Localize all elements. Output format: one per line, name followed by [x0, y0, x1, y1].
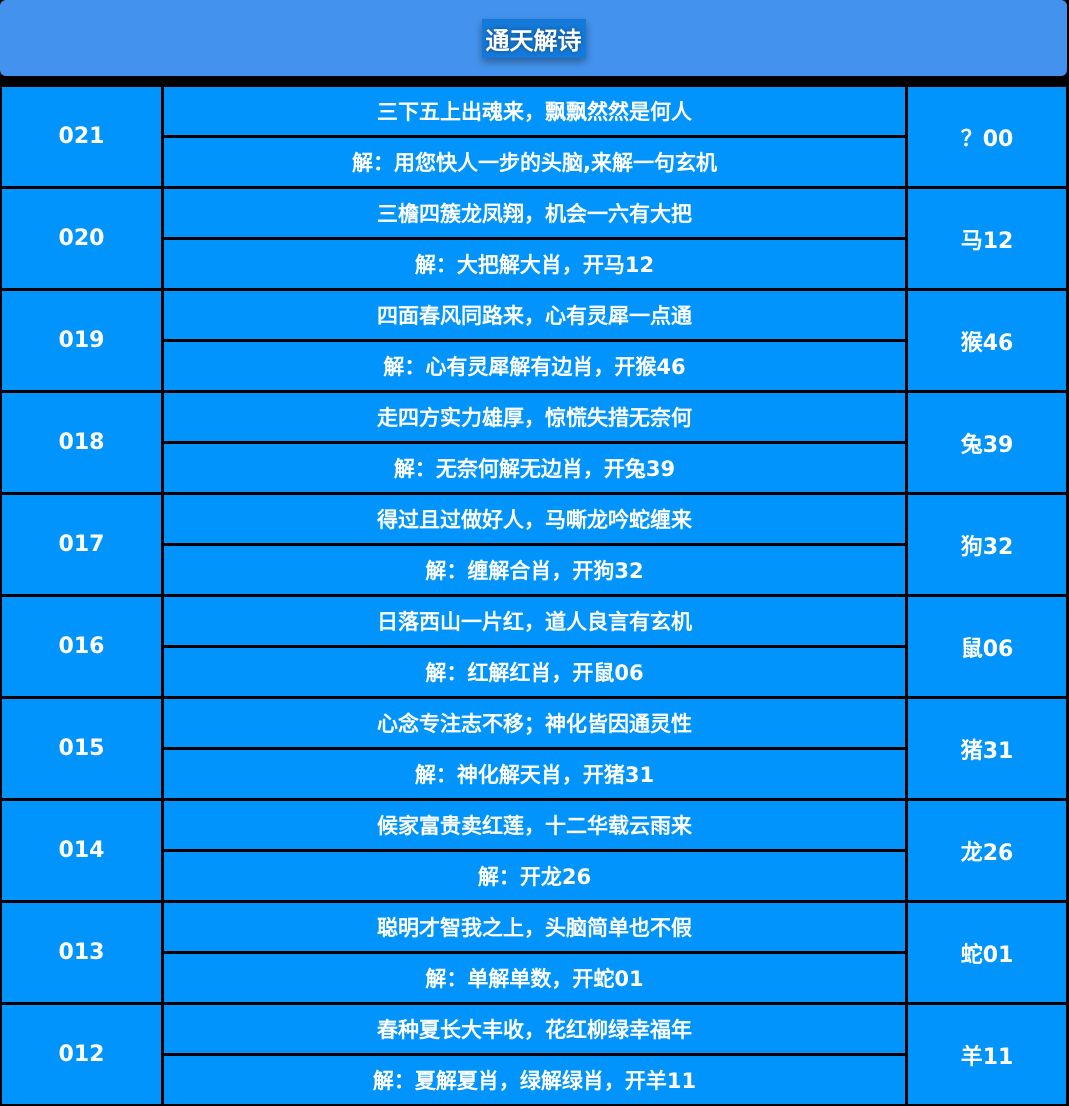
- table-row: 021 三下五上出魂来，飘飘然然是何人 解：用您快人一步的头脑,来解一句玄机 ？…: [0, 85, 1066, 187]
- poem-explanation: 解：单解单数，开蛇01: [164, 954, 905, 1002]
- poem-line: 三檐四簇龙凤翔，机会一六有大把: [164, 189, 905, 237]
- result-value: 鼠06: [908, 597, 1066, 696]
- result-value: 狗32: [908, 495, 1066, 594]
- result-value: 羊11: [908, 1005, 1066, 1104]
- page-header: 通天解诗: [0, 0, 1067, 76]
- issue-number: 018: [2, 393, 161, 492]
- poem-explanation: 解：开龙26: [164, 852, 905, 900]
- issue-number: 019: [2, 291, 161, 390]
- issue-number: 021: [2, 87, 161, 186]
- poem-explanation: 解：夏解夏肖，绿解绿肖，开羊11: [164, 1056, 905, 1104]
- table-row: 017 得过且过做好人，马嘶龙吟蛇缠来 解：缠解合肖，开狗32 狗32: [0, 493, 1066, 595]
- issue-number: 017: [2, 495, 161, 594]
- issue-number: 012: [2, 1005, 161, 1104]
- table-row: 019 四面春风同路来，心有灵犀一点通 解：心有灵犀解有边肖，开猴46 猴46: [0, 289, 1066, 391]
- poem-line: 得过且过做好人，马嘶龙吟蛇缠来: [164, 495, 905, 543]
- table-row: 015 心念专注志不移；神化皆因通灵性 解：神化解天肖，开猪31 猪31: [0, 697, 1066, 799]
- issue-number: 014: [2, 801, 161, 900]
- poem-explanation: 解：无奈何解无边肖，开兔39: [164, 444, 905, 492]
- table-row: 012 春种夏长大丰收，花红柳绿幸福年 解：夏解夏肖，绿解绿肖，开羊11 羊11: [0, 1003, 1066, 1105]
- result-value: ？00: [908, 87, 1066, 186]
- result-value: 兔39: [908, 393, 1066, 492]
- poem-line: 心念专注志不移；神化皆因通灵性: [164, 699, 905, 747]
- poem-explanation: 解：心有灵犀解有边肖，开猴46: [164, 342, 905, 390]
- poem-line: 聪明才智我之上，头脑简单也不假: [164, 903, 905, 951]
- poem-line: 春种夏长大丰收，花红柳绿幸福年: [164, 1005, 905, 1053]
- table-row: 013 聪明才智我之上，头脑简单也不假 解：单解单数，开蛇01 蛇01: [0, 901, 1066, 1003]
- poem-explanation: 解：大把解大肖，开马12: [164, 240, 905, 288]
- poem-line: 日落西山一片红，道人良言有玄机: [164, 597, 905, 645]
- issue-number: 016: [2, 597, 161, 696]
- result-value: 龙26: [908, 801, 1066, 900]
- table-row: 020 三檐四簇龙凤翔，机会一六有大把 解：大把解大肖，开马12 马12: [0, 187, 1066, 289]
- poem-table: 021 三下五上出魂来，飘飘然然是何人 解：用您快人一步的头脑,来解一句玄机 ？…: [0, 85, 1066, 1105]
- poem-explanation: 解：用您快人一步的头脑,来解一句玄机: [164, 138, 905, 186]
- poem-explanation: 解：缠解合肖，开狗32: [164, 546, 905, 594]
- issue-number: 015: [2, 699, 161, 798]
- table-row: 014 候家富贵卖红莲，十二华载云雨来 解：开龙26 龙26: [0, 799, 1066, 901]
- poem-line: 三下五上出魂来，飘飘然然是何人: [164, 87, 905, 135]
- result-value: 猪31: [908, 699, 1066, 798]
- issue-number: 013: [2, 903, 161, 1002]
- poem-line: 四面春风同路来，心有灵犀一点通: [164, 291, 905, 339]
- poem-explanation: 解：红解红肖，开鼠06: [164, 648, 905, 696]
- result-value: 猴46: [908, 291, 1066, 390]
- table-row: 018 走四方实力雄厚，惊慌失措无奈何 解：无奈何解无边肖，开兔39 兔39: [0, 391, 1066, 493]
- result-value: 蛇01: [908, 903, 1066, 1002]
- poem-line: 候家富贵卖红莲，十二华载云雨来: [164, 801, 905, 849]
- result-value: 马12: [908, 189, 1066, 288]
- issue-number: 020: [2, 189, 161, 288]
- poem-explanation: 解：神化解天肖，开猪31: [164, 750, 905, 798]
- page-title: 通天解诗: [481, 18, 586, 58]
- poem-line: 走四方实力雄厚，惊慌失措无奈何: [164, 393, 905, 441]
- table-row: 016 日落西山一片红，道人良言有玄机 解：红解红肖，开鼠06 鼠06: [0, 595, 1066, 697]
